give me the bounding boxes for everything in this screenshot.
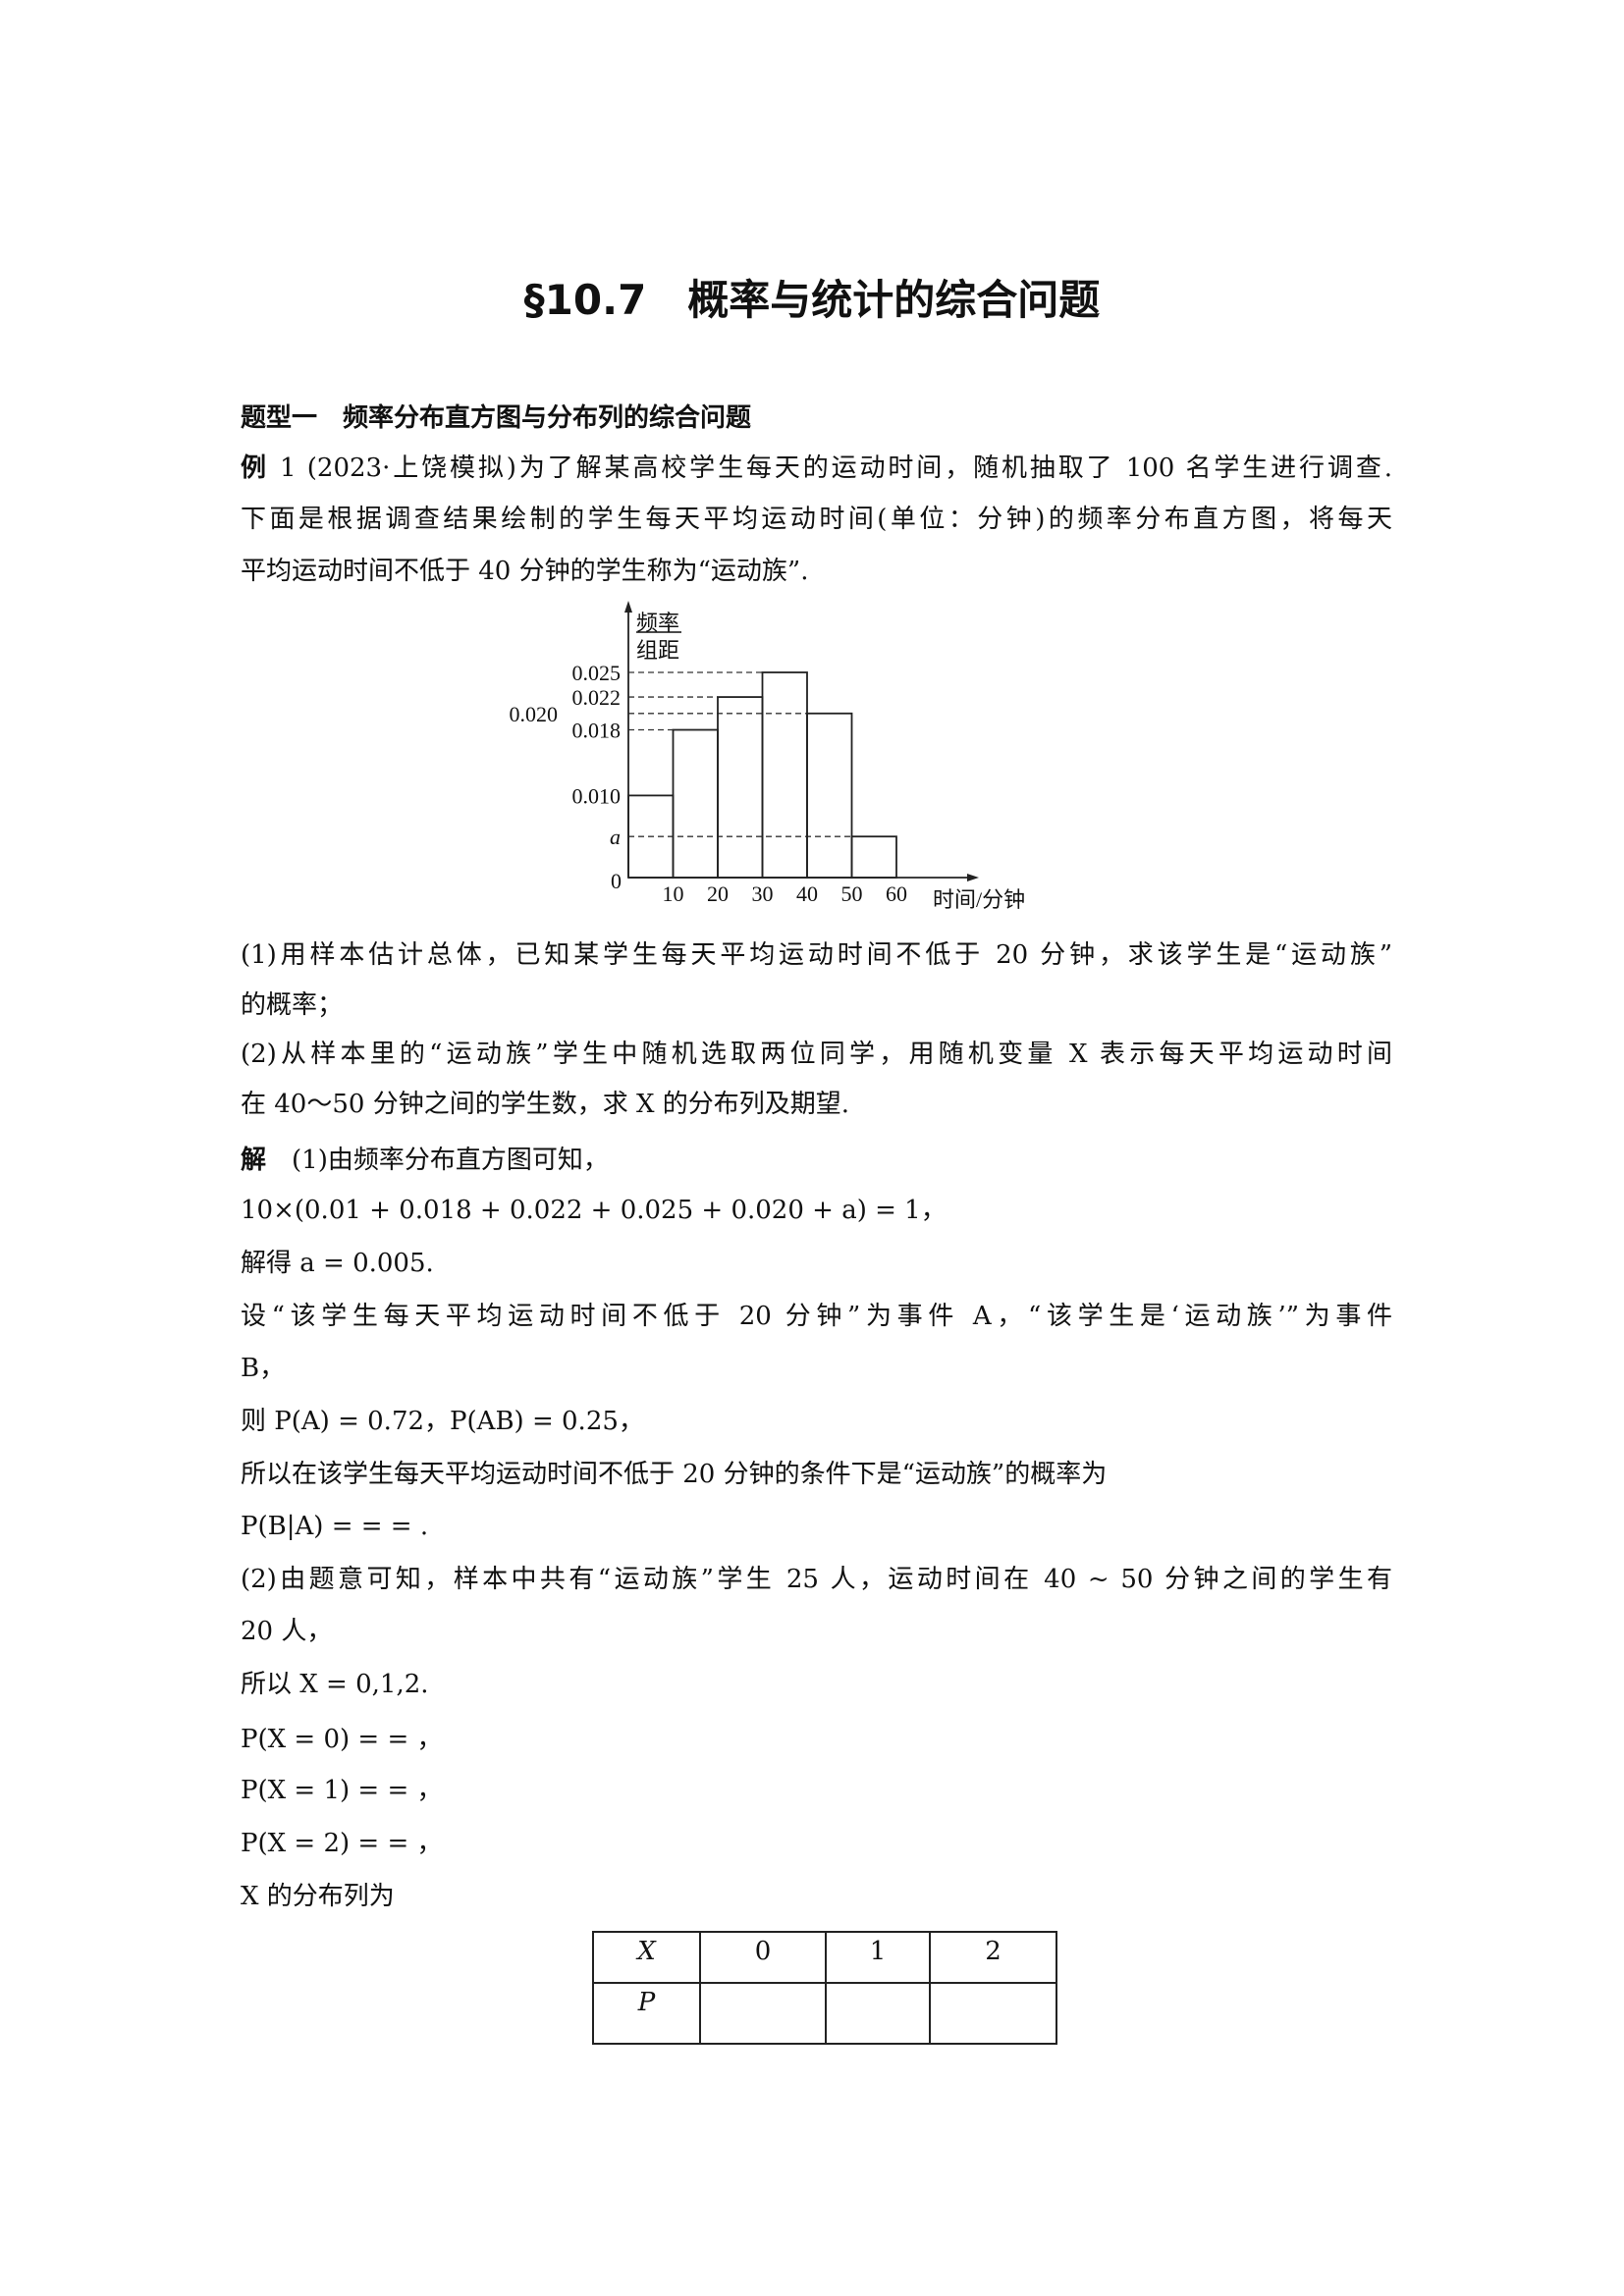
- histogram-bar: [761, 671, 808, 879]
- x-tick-label: 40: [796, 881, 818, 906]
- x-tick-label: 30: [752, 881, 774, 906]
- table-cell: [699, 1982, 827, 2045]
- solution-line-4: 设“该学生每天平均运动时间不低于 20 分钟”为事件 A，“该学生是‘运动族’”…: [241, 1302, 1392, 1331]
- y-axis-label-numerator: 频率: [636, 611, 679, 635]
- solution-line-7: 所以在该学生每天平均运动时间不低于 20 分钟的条件下是“运动族”的概率为: [241, 1460, 1108, 1489]
- table-header-cell: 2: [929, 1931, 1057, 1984]
- example-line-2: 下面是根据调查结果绘制的学生每天平均运动时间(单位：分钟)的频率分布直方图，将每…: [241, 505, 1392, 534]
- histogram-bar: [717, 696, 764, 879]
- y-tick-label: 0.010: [572, 783, 622, 808]
- solution-line-13: P(X = 1) = = ，: [241, 1776, 443, 1805]
- solution-line-6: 则 P(A) = 0.72，P(AB) = 0.25，: [241, 1407, 644, 1436]
- origin-label: 0: [611, 869, 622, 893]
- solution-line-2: 10×(0.01 + 0.018 + 0.022 + 0.025 + 0.020…: [241, 1196, 947, 1225]
- example-line-3: 平均运动时间不低于 40 分钟的学生称为“运动族”.: [241, 557, 809, 586]
- question-1-line-2: 的概率；: [241, 990, 344, 1020]
- y-tick-label: a: [610, 825, 621, 849]
- table-cell: [929, 1982, 1057, 2045]
- solution-line-15: X 的分布列为: [241, 1882, 395, 1911]
- x-tick-label: 10: [663, 881, 684, 906]
- table-header-cell: 1: [825, 1931, 931, 1984]
- page-title: §10.7 概率与统计的综合问题: [523, 276, 1101, 324]
- solution-line-1: 解 (1)由频率分布直方图可知，: [241, 1146, 609, 1175]
- histogram-bar: [850, 835, 897, 879]
- x-axis-arrow-icon: [967, 874, 979, 881]
- solution-label: 解: [241, 1146, 267, 1175]
- solution-line-11: 所以 X = 0,1,2.: [241, 1670, 429, 1699]
- solution-line-5: B，: [241, 1354, 286, 1383]
- y-tick-label: 0.022: [572, 685, 622, 710]
- x-tick-label: 20: [707, 881, 729, 906]
- x-tick-label: 50: [841, 881, 863, 906]
- y-axis-label-denominator: 组距: [636, 638, 679, 663]
- question-2-line-1: (2)从样本里的“运动族”学生中随机选取两位同学，用随机变量 X 表示每天平均运…: [241, 1040, 1392, 1069]
- histogram-bar: [672, 728, 719, 879]
- solution-line-8: P(B|A) = = = .: [241, 1512, 429, 1541]
- table-row: X 0 1 2: [592, 1931, 1057, 1984]
- distribution-table: X 0 1 2 P: [592, 1931, 1057, 2045]
- table-header-cell: X: [637, 1937, 656, 1966]
- example-line-1: 例 1 (2023·上饶模拟)为了解某高校学生每天的运动时间，随机抽取了 100…: [241, 454, 1392, 483]
- solution-line-10: 20 人，: [241, 1617, 333, 1646]
- solution-line-9: (2)由题意可知，样本中共有“运动族”学生 25 人，运动时间在 40 ~ 50…: [241, 1565, 1392, 1594]
- example-label: 例: [241, 454, 269, 483]
- x-tick-label: 60: [886, 881, 907, 906]
- solution-line-3: 解得 a = 0.005.: [241, 1249, 434, 1278]
- y-tick-label: 0.020: [510, 702, 559, 726]
- table-header-cell: 0: [699, 1931, 827, 1984]
- solution-line-12: P(X = 0) = = ，: [241, 1725, 443, 1754]
- question-1-line-1: (1)用样本估计总体，已知某学生每天平均运动时间不低于 20 分钟，求该学生是“…: [241, 940, 1392, 970]
- table-cell: P: [637, 1988, 656, 2017]
- y-tick-label: 0.025: [572, 661, 622, 685]
- question-2-line-2: 在 40～50 分钟之间的学生数，求 X 的分布列及期望.: [241, 1090, 850, 1119]
- table-row: P: [592, 1982, 1057, 2045]
- section-heading: 题型一 频率分布直方图与分布列的综合问题: [241, 403, 752, 433]
- solution-line-14: P(X = 2) = = ，: [241, 1829, 443, 1858]
- y-tick-label: 0.018: [572, 719, 622, 743]
- y-axis-arrow-icon: [624, 601, 632, 613]
- table-cell: [825, 1982, 931, 2045]
- histogram-bar: [806, 712, 853, 879]
- x-axis-label: 时间/分钟: [933, 887, 1025, 912]
